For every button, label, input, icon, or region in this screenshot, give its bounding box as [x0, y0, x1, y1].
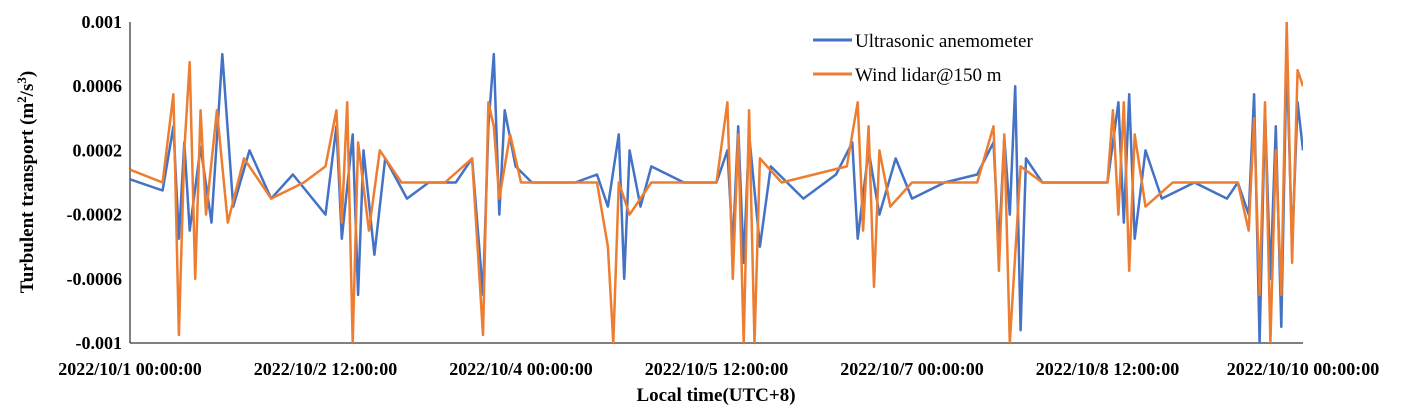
y-axis-title-mid: /s: [17, 84, 38, 98]
x-tick-label: 2022/10/5 12:00:00: [645, 359, 789, 379]
y-tick-label: -0.0006: [67, 269, 123, 289]
legend-label-lidar: Wind lidar@150 m: [855, 65, 1002, 86]
x-tick-label: 2022/10/4 00:00:00: [449, 359, 593, 379]
y-tick-label: 0.001: [82, 12, 123, 32]
y-axis-title: Turbulent transport (m2/s3): [14, 71, 38, 293]
y-tick-label: -0.0002: [67, 205, 123, 225]
y-axis-title-end: ): [17, 71, 38, 77]
x-axis-title: Local time(UTC+8): [636, 385, 795, 406]
y-tick-label: 0.0002: [73, 140, 123, 160]
series-layer: [130, 22, 1303, 343]
series-line-lidar: [130, 22, 1303, 343]
x-tick-label: 2022/10/8 12:00:00: [1036, 359, 1180, 379]
x-tick-label: 2022/10/10 00:00:00: [1227, 359, 1380, 379]
plot-area: [129, 22, 1303, 344]
y-axis-title-main: Turbulent transport (m: [17, 103, 38, 294]
y-axis-title-sup2: 3: [14, 77, 29, 84]
legend-label-ultrasonic: Ultrasonic anemometer: [855, 31, 1033, 52]
y-tick-label: -0.001: [76, 333, 123, 353]
x-tick-label: 2022/10/7 00:00:00: [840, 359, 984, 379]
y-axis-title-sup1: 2: [14, 96, 29, 103]
y-tick-label: 0.0006: [73, 76, 123, 96]
x-tick-labels: 2022/10/1 00:00:00 2022/10/2 12:00:00 2022…: [58, 359, 1379, 379]
legend: Ultrasonic anemometer Wind lidar@150 m: [813, 31, 1033, 86]
x-tick-label: 2022/10/1 00:00:00: [58, 359, 202, 379]
x-tick-label: 2022/10/2 12:00:00: [254, 359, 398, 379]
y-tick-labels: 0.001 0.0006 0.0002 -0.0002 -0.0006 -0.001: [67, 12, 123, 353]
